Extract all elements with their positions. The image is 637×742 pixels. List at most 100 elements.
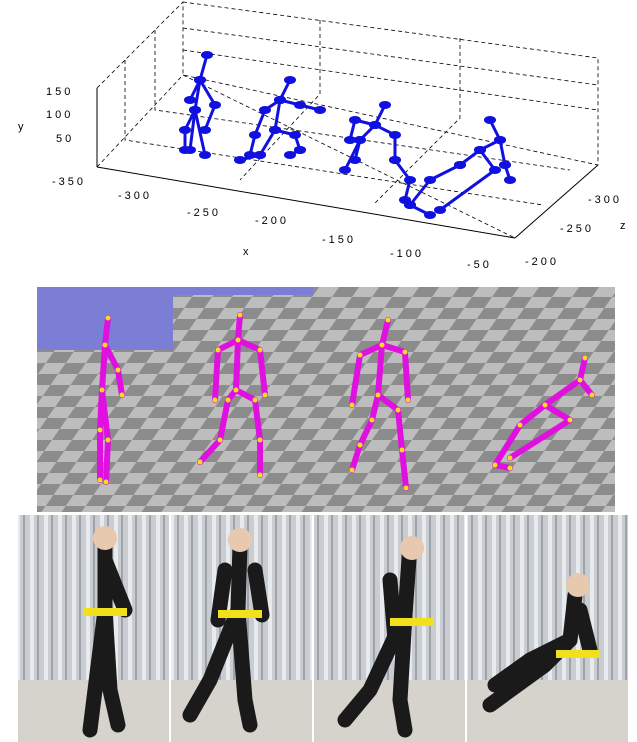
joint [98, 428, 103, 433]
joint [379, 101, 391, 109]
joint [258, 438, 263, 443]
joint [254, 151, 266, 159]
bone [236, 315, 240, 390]
z-tick-label: -200 [525, 256, 559, 268]
skeletons [179, 51, 516, 219]
joint [508, 466, 513, 471]
joint [263, 393, 268, 398]
joint [583, 356, 588, 361]
joint [259, 106, 271, 114]
joint [454, 161, 466, 169]
y-axis-label: y [18, 121, 24, 133]
x-axis-label: x [243, 246, 249, 258]
x-tick-label: -150 [322, 234, 356, 246]
joint [543, 403, 548, 408]
joint [590, 393, 595, 398]
joint [198, 460, 203, 465]
belt [218, 610, 262, 618]
joint [314, 106, 326, 114]
joint [253, 398, 258, 403]
y-tick-label: 100 [46, 109, 73, 121]
joint [213, 398, 218, 403]
bone [375, 125, 395, 160]
joint [404, 486, 409, 491]
joint [269, 126, 281, 134]
head [93, 526, 117, 550]
joint [100, 388, 105, 393]
x-tick-label: -100 [390, 248, 424, 260]
limb [390, 580, 395, 640]
joint [258, 348, 263, 353]
joint [184, 96, 196, 104]
joint [389, 131, 401, 139]
z-axis-label: z [620, 220, 626, 232]
joint [199, 151, 211, 159]
limb [255, 570, 262, 615]
joint [106, 316, 111, 321]
limb [580, 610, 590, 650]
plot-3d [97, 2, 598, 238]
render-panel [37, 287, 615, 512]
joint [103, 343, 108, 348]
joint [189, 106, 201, 114]
joint [339, 166, 351, 174]
joint [284, 151, 296, 159]
figure: y x z 150 100 50 -350 -300 -250 -200 -15… [0, 0, 637, 742]
joint [489, 166, 501, 174]
head [566, 573, 590, 597]
joint [370, 418, 375, 423]
grid-line [97, 2, 183, 88]
x-tick-label: -250 [187, 207, 221, 219]
joint [424, 211, 436, 219]
joint [284, 76, 296, 84]
joint [518, 423, 523, 428]
grid-line [183, 28, 598, 85]
joint [294, 146, 306, 154]
joint [376, 393, 381, 398]
joint [179, 126, 191, 134]
floor [173, 295, 313, 512]
joint [226, 398, 231, 403]
joint [386, 318, 391, 323]
joint [249, 131, 261, 139]
joint [578, 378, 583, 383]
joint [508, 456, 513, 461]
joint [344, 136, 356, 144]
joint [234, 388, 239, 393]
joint [389, 156, 401, 164]
joint [216, 348, 221, 353]
joint [494, 136, 506, 144]
joint [568, 418, 573, 423]
grid-line [375, 38, 460, 203]
floor [463, 287, 615, 512]
joint [358, 443, 363, 448]
joint [236, 338, 241, 343]
joint [201, 51, 213, 59]
joint [274, 96, 286, 104]
joint [289, 131, 301, 139]
x-tick-label: -350 [52, 176, 86, 188]
joint [380, 343, 385, 348]
joint [404, 176, 416, 184]
x-tick-label: -50 [467, 259, 492, 271]
y-tick-label: 50 [56, 133, 74, 145]
back-wall [183, 2, 598, 165]
joint [106, 438, 111, 443]
grid-line [155, 30, 570, 170]
joint [400, 448, 405, 453]
joint [209, 101, 221, 109]
joint [474, 146, 486, 154]
joint [404, 201, 416, 209]
grid-line [97, 75, 183, 167]
joint [493, 463, 498, 468]
grid-line [183, 50, 598, 110]
joint [424, 176, 436, 184]
joint [179, 146, 191, 154]
bone [355, 105, 385, 160]
joint [403, 350, 408, 355]
bone [260, 80, 290, 155]
x-tick-label: -300 [118, 190, 152, 202]
joint [258, 473, 263, 478]
joint [238, 313, 243, 318]
z-tick-label: -250 [560, 223, 594, 235]
